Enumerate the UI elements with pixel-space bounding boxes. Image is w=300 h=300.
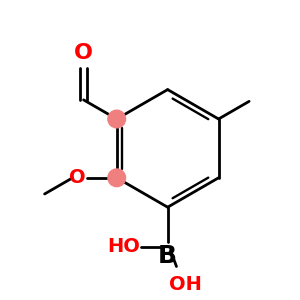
Text: HO: HO	[107, 237, 140, 256]
Text: OH: OH	[169, 275, 202, 294]
Text: O: O	[69, 168, 86, 187]
Text: B: B	[158, 244, 177, 268]
Text: O: O	[74, 43, 93, 63]
Circle shape	[108, 110, 125, 128]
Circle shape	[108, 169, 125, 187]
